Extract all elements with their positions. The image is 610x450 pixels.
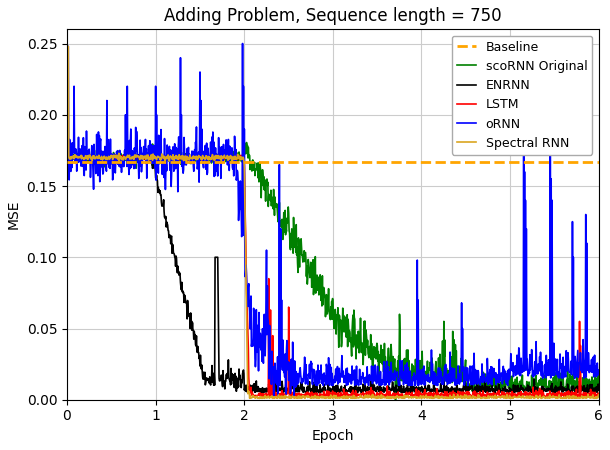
Y-axis label: MSE: MSE: [7, 200, 21, 230]
Spectral RNN: [153, 157, 160, 162]
oRNN: [595, 368, 602, 373]
Spectral RNN: [343, 395, 350, 400]
Line: oRNN: oRNN: [67, 44, 598, 396]
oRNN: [243, 274, 250, 279]
Spectral RNN: [595, 392, 602, 397]
oRNN: [354, 382, 362, 387]
LSTM: [134, 154, 141, 160]
oRNN: [153, 112, 160, 117]
Baseline: [152, 159, 159, 165]
ENRNN: [63, 152, 71, 158]
Line: scoRNN Original: scoRNN Original: [67, 143, 598, 400]
Line: Spectral RNN: Spectral RNN: [67, 46, 598, 398]
Line: ENRNN: ENRNN: [67, 154, 598, 393]
oRNN: [134, 157, 141, 162]
LSTM: [63, 156, 71, 161]
Spectral RNN: [294, 394, 301, 399]
Legend: Baseline, scoRNN Original, ENRNN, LSTM, oRNN, Spectral RNN: Baseline, scoRNN Original, ENRNN, LSTM, …: [452, 36, 592, 155]
oRNN: [343, 365, 351, 371]
scoRNN Original: [243, 140, 250, 145]
scoRNN Original: [392, 397, 399, 402]
ENRNN: [295, 386, 302, 391]
Baseline: [63, 159, 71, 165]
scoRNN Original: [595, 387, 602, 392]
ENRNN: [354, 384, 362, 390]
LSTM: [295, 391, 302, 396]
LSTM: [243, 287, 250, 292]
LSTM: [505, 394, 512, 400]
Spectral RNN: [134, 154, 141, 159]
scoRNN Original: [63, 153, 71, 159]
LSTM: [354, 392, 362, 397]
ENRNN: [343, 388, 351, 393]
Title: Adding Problem, Sequence length = 750: Adding Problem, Sequence length = 750: [164, 7, 501, 25]
oRNN: [239, 41, 246, 46]
LSTM: [343, 390, 350, 395]
scoRNN Original: [354, 345, 362, 351]
scoRNN Original: [153, 158, 160, 163]
oRNN: [295, 380, 302, 385]
Spectral RNN: [63, 44, 71, 49]
X-axis label: Epoch: Epoch: [312, 429, 354, 443]
Spectral RNN: [354, 395, 361, 400]
scoRNN Original: [343, 326, 350, 332]
Spectral RNN: [565, 396, 573, 401]
scoRNN Original: [242, 145, 249, 150]
scoRNN Original: [134, 158, 141, 163]
oRNN: [270, 394, 278, 399]
LSTM: [211, 152, 218, 157]
Line: LSTM: LSTM: [67, 154, 598, 397]
ENRNN: [243, 388, 250, 394]
ENRNN: [342, 390, 350, 396]
scoRNN Original: [295, 270, 302, 275]
LSTM: [153, 156, 160, 162]
ENRNN: [595, 387, 602, 393]
LSTM: [595, 393, 602, 398]
Spectral RNN: [242, 282, 249, 288]
oRNN: [63, 44, 71, 49]
ENRNN: [153, 176, 160, 182]
ENRNN: [127, 152, 134, 157]
ENRNN: [134, 156, 142, 161]
